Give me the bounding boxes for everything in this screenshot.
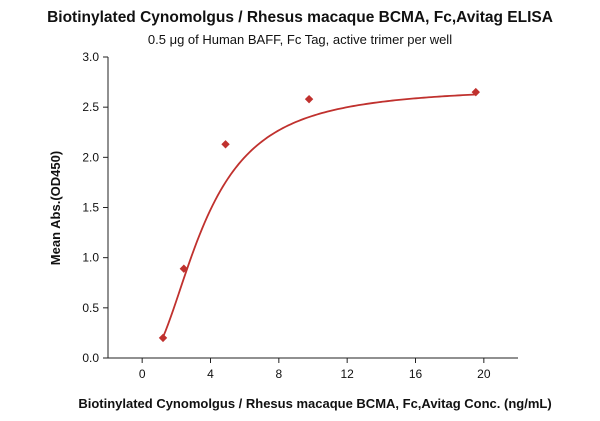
chart-title: Biotinylated Cynomolgus / Rhesus macaque… <box>47 9 553 26</box>
fit-curve <box>162 93 476 338</box>
y-tick-label: 3.0 <box>82 50 99 64</box>
data-points <box>158 87 481 343</box>
axis-lines <box>107 57 518 359</box>
y-tick-label: 2.5 <box>82 100 99 114</box>
y-tick-label: 2.0 <box>82 150 99 164</box>
x-tick-label: 12 <box>340 367 354 381</box>
data-point-diamond <box>471 87 481 97</box>
data-point-diamond <box>304 94 314 104</box>
x-tick-label: 0 <box>139 367 146 381</box>
y-axis-label: Mean Abs.(OD450) <box>48 151 63 265</box>
y-tick-label: 1.0 <box>82 251 99 265</box>
chart-subtitle: 0.5 μg of Human BAFF, Fc Tag, active tri… <box>148 32 452 47</box>
x-axis-label: Biotinylated Cynomolgus / Rhesus macaque… <box>78 396 551 411</box>
x-tick-label: 8 <box>275 367 282 381</box>
axes <box>107 57 518 359</box>
y-tick-label: 1.5 <box>82 201 99 215</box>
y-axis-ticks: 0.0 0.5 1.0 1.5 2.0 2.5 3.0 <box>82 50 108 365</box>
y-tick-label: 0.5 <box>82 301 99 315</box>
x-tick-label: 4 <box>207 367 214 381</box>
data-point-diamond <box>158 333 168 343</box>
x-tick-label: 20 <box>477 367 491 381</box>
data-point-diamond <box>221 140 230 149</box>
x-tick-label: 16 <box>409 367 423 381</box>
data-point-diamond <box>179 264 189 273</box>
y-tick-label: 0.0 <box>82 351 99 365</box>
x-axis-ticks: 0 4 8 12 16 20 <box>139 358 491 381</box>
